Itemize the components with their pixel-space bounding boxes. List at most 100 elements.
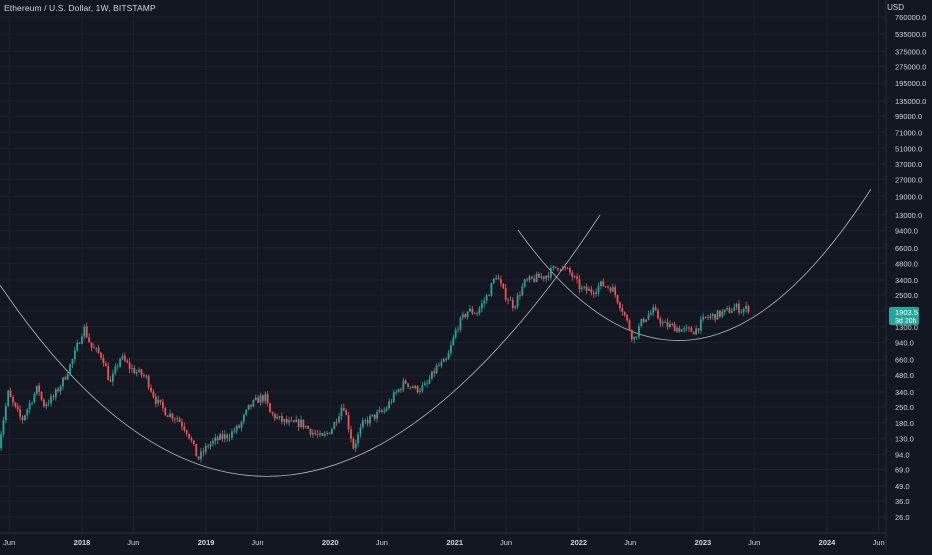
- candle-body: [678, 327, 681, 332]
- candle-body: [602, 281, 605, 287]
- candle-body: [200, 451, 202, 460]
- y-tick-label: 2500.0: [895, 291, 918, 300]
- arc-drawing: [0, 214, 601, 477]
- candle-body: [50, 396, 52, 404]
- candle-body: [511, 299, 514, 308]
- candle-body: [578, 279, 581, 290]
- candle-body: [245, 409, 248, 415]
- candle-body: [195, 444, 198, 457]
- candle-body: [730, 310, 733, 313]
- candle-body: [12, 397, 14, 403]
- candle-body: [435, 365, 438, 374]
- x-tick-label: 2022: [570, 538, 587, 547]
- candle-body: [390, 401, 393, 403]
- candle-body: [285, 419, 288, 423]
- candle-body: [76, 342, 79, 351]
- candle-body: [388, 401, 390, 409]
- candle-body: [342, 407, 345, 411]
- candle-body: [654, 307, 657, 311]
- x-tick-label: Jun: [251, 538, 263, 547]
- candle-body: [223, 434, 226, 439]
- candle-body: [549, 268, 552, 278]
- candle-body: [340, 407, 343, 417]
- candle-body: [397, 389, 400, 392]
- candle-body: [28, 403, 31, 410]
- candle-body: [597, 286, 600, 293]
- price-axis[interactable]: 760000.0 535000.0 375000.0 275000.0 195000.0…: [885, 0, 926, 550]
- candle-body: [590, 289, 593, 293]
- candle-body: [500, 279, 502, 284]
- candle-body: [428, 379, 431, 384]
- candle-body: [133, 368, 136, 374]
- candle-body: [40, 391, 43, 400]
- drawn-curves: [0, 188, 872, 477]
- candle-body: [345, 410, 348, 416]
- candle-body: [378, 410, 381, 413]
- candle-body: [228, 437, 231, 439]
- candle-body: [278, 416, 281, 417]
- candle-body: [738, 303, 740, 313]
- candle-body: [702, 316, 705, 320]
- candle-body: [711, 314, 714, 316]
- candle-body: [197, 456, 200, 460]
- candle-body: [414, 385, 417, 389]
- candle-body: [497, 277, 500, 280]
- candle-body: [181, 421, 183, 427]
- candle-body: [385, 408, 388, 411]
- candle-body: [307, 426, 310, 429]
- y-tick-label: 480.0: [895, 371, 914, 380]
- symbol-title[interactable]: Ethereum / U.S. Dollar, 1W, BITSTAMP: [4, 3, 156, 13]
- candle-body: [433, 371, 436, 374]
- x-tick-label: Jun: [3, 538, 15, 547]
- candle-body: [140, 369, 143, 376]
- candle-body: [445, 359, 448, 360]
- candle-body: [709, 315, 712, 318]
- price-badge-value: 1903.5: [895, 308, 918, 317]
- candle-body: [78, 342, 81, 344]
- candle-body: [640, 318, 643, 327]
- y-tick-label: 660.0: [895, 356, 914, 365]
- candle-body: [542, 276, 545, 279]
- candle-body: [566, 267, 569, 269]
- candle-body: [697, 328, 700, 331]
- candle-body: [680, 329, 683, 332]
- y-tick-label: 535000.0: [895, 30, 926, 39]
- candle-body: [81, 336, 83, 344]
- candle-body: [328, 432, 331, 434]
- candle-body: [616, 295, 619, 303]
- candle-body: [14, 402, 17, 407]
- candle-body: [735, 303, 738, 308]
- candle-body: [454, 330, 457, 338]
- candle-body: [592, 292, 595, 294]
- candle-body: [361, 420, 364, 428]
- candle-body: [504, 288, 507, 300]
- candle-body: [102, 357, 105, 364]
- candle-body: [157, 399, 160, 404]
- candle-body: [595, 292, 598, 294]
- candle-body: [604, 286, 607, 288]
- arc-drawing: [517, 188, 872, 341]
- candle-body: [47, 403, 50, 405]
- candle-body: [466, 311, 469, 318]
- y-tick-label: 19000.0: [895, 192, 922, 201]
- candle-body: [233, 431, 236, 433]
- candle-body: [530, 276, 533, 279]
- candle-body: [692, 331, 695, 335]
- candle-body: [621, 308, 624, 312]
- candle-body: [514, 306, 517, 308]
- candle-body: [366, 420, 369, 424]
- candle-body: [381, 410, 383, 412]
- candle-body: [573, 276, 576, 278]
- candle-body: [740, 311, 743, 313]
- candle-body: [311, 432, 314, 435]
- candle-body: [85, 326, 88, 338]
- time-axis[interactable]: Jun 2018 Jun 2019 Jun 2020 Jun 2021 Jun 2022 Jun 20…: [0, 532, 886, 547]
- candle-body: [747, 305, 750, 313]
- candle-body: [354, 443, 357, 449]
- candle-body: [295, 419, 298, 423]
- candle-body: [609, 287, 612, 292]
- candle-body: [26, 409, 29, 416]
- y-tick-label: 69.0: [895, 466, 910, 475]
